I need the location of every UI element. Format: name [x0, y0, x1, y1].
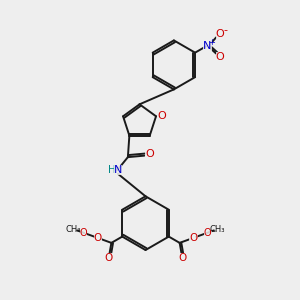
Text: O: O [204, 228, 212, 238]
Text: O: O [216, 29, 224, 39]
Text: O: O [145, 149, 154, 160]
Text: O: O [189, 233, 197, 243]
Text: O: O [157, 111, 166, 121]
Text: O: O [80, 228, 87, 238]
Text: +: + [208, 38, 215, 47]
Text: O: O [178, 253, 187, 263]
Text: CH₃: CH₃ [210, 225, 225, 234]
Text: O: O [105, 253, 113, 263]
Text: H: H [108, 165, 116, 175]
Text: -: - [224, 26, 228, 36]
Text: O: O [216, 52, 224, 61]
Text: N: N [114, 165, 122, 175]
Text: CH₃: CH₃ [66, 225, 81, 234]
Text: O: O [94, 233, 102, 243]
Text: N: N [203, 41, 211, 51]
